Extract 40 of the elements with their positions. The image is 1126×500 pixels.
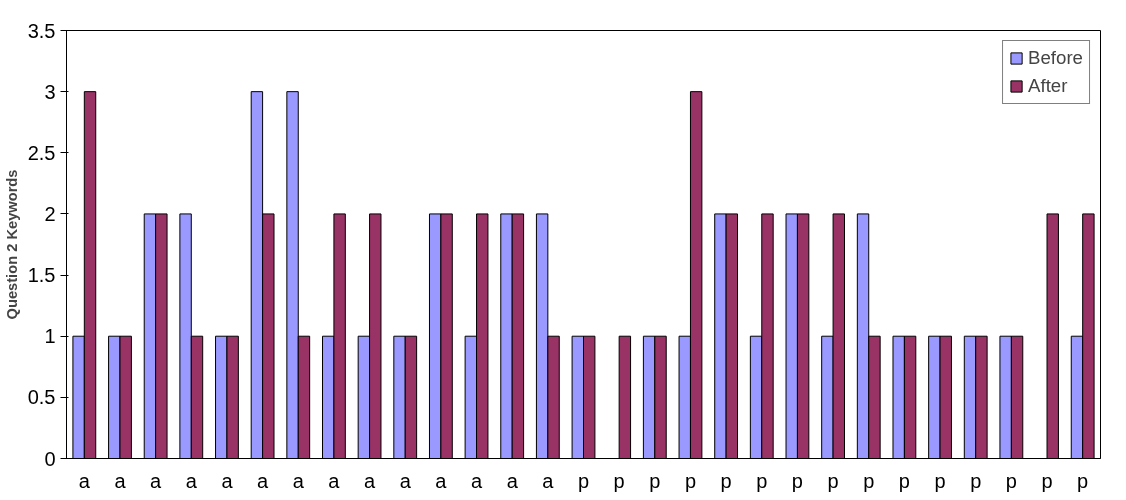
y-tick-label: 3: [44, 80, 56, 103]
x-tick-label: p: [934, 469, 946, 492]
x-tick-label: a: [506, 469, 519, 492]
legend-label: After: [1028, 75, 1068, 97]
y-tick-label: 1.5: [27, 264, 56, 287]
x-tick-label: p: [898, 469, 910, 492]
x-tick-label: a: [292, 469, 305, 492]
x-tick-label: p: [720, 469, 732, 492]
x-tick-label: a: [542, 469, 555, 492]
x-tick-label: a: [78, 469, 91, 492]
x-tick-label: p: [1041, 469, 1053, 492]
x-tick-label: a: [150, 469, 163, 492]
x-tick-label: a: [399, 469, 412, 492]
x-tick-label: p: [756, 469, 768, 492]
y-tick-label: 0: [44, 447, 56, 470]
x-tick-label: a: [470, 469, 483, 492]
y-axis-title: Question 2 Keywords: [3, 169, 20, 320]
y-tick-label: 0.5: [27, 386, 56, 409]
x-tick-label: p: [577, 469, 590, 492]
x-tick-label: p: [791, 469, 803, 492]
x-tick-label: a: [221, 469, 234, 492]
x-tick-label: p: [613, 469, 625, 492]
y-tick-label: 1: [44, 325, 56, 348]
x-tick-label: a: [328, 469, 341, 492]
x-tick-label: p: [827, 469, 839, 492]
x-tick-label: p: [970, 469, 982, 492]
x-tick-label: p: [863, 469, 875, 492]
x-tick-label: a: [114, 469, 127, 492]
x-tick-label: p: [1077, 469, 1089, 492]
y-tick-label: 2: [44, 202, 56, 225]
y-tick-label: 3.5: [27, 19, 56, 42]
x-tick-label: a: [435, 469, 448, 492]
legend-label: Before: [1028, 47, 1083, 69]
x-tick-label: a: [185, 469, 198, 492]
x-tick-label: p: [649, 469, 661, 492]
x-tick-label: a: [364, 469, 377, 492]
x-tick-label: p: [684, 469, 697, 492]
x-tick-label: a: [257, 469, 270, 492]
x-tick-label: p: [1005, 469, 1017, 492]
y-tick-label: 2.5: [27, 141, 56, 164]
